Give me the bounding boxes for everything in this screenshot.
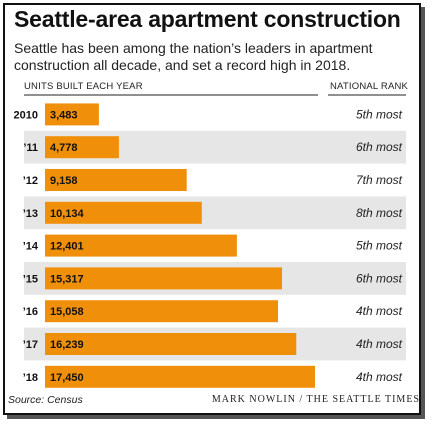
bar: [45, 365, 315, 388]
value-label: 15,317: [50, 273, 84, 285]
value-label: 4,778: [50, 142, 78, 154]
value-label: 3,483: [50, 109, 78, 121]
rank-column-header: NATIONAL RANK: [330, 81, 409, 92]
units-column-header: UNITS BUILT EACH YEAR: [24, 81, 143, 92]
year-label: ’12: [23, 175, 38, 187]
credit-line: MARK NOWLIN / THE SEATTLE TIMES: [211, 394, 420, 405]
rank-label: 5th most: [356, 107, 403, 121]
value-label: 15,058: [50, 306, 84, 318]
rank-label: 6th most: [356, 140, 403, 154]
rank-label: 8th most: [356, 206, 403, 220]
rank-label: 4th most: [356, 337, 403, 351]
value-label: 9,158: [50, 175, 78, 187]
bar: [45, 234, 237, 257]
chart-subtitle: Seattle has been among the nation’s lead…: [14, 40, 373, 73]
value-label: 10,134: [50, 208, 85, 220]
bar: [45, 267, 282, 290]
bar: [45, 333, 297, 355]
rank-label: 5th most: [356, 239, 403, 253]
year-label: ’16: [23, 306, 38, 318]
chart-title: Seattle-area apartment construction: [14, 6, 401, 32]
rank-label: 4th most: [356, 370, 403, 384]
year-label: ’18: [23, 372, 38, 384]
year-label: 2010: [14, 109, 38, 121]
year-label: ’13: [23, 208, 38, 220]
year-label: ’17: [23, 339, 38, 351]
bar: [45, 300, 278, 323]
year-label: ’15: [23, 273, 38, 285]
bar: [45, 136, 119, 159]
bar: [45, 201, 202, 224]
rank-label: 4th most: [356, 304, 403, 318]
rank-label: 7th most: [356, 173, 403, 187]
rank-label: 6th most: [356, 271, 403, 285]
year-label: ’14: [23, 241, 39, 253]
bar: [45, 103, 99, 126]
source-note: Source: Census: [8, 394, 83, 406]
bar: [45, 169, 187, 191]
value-label: 16,239: [50, 339, 84, 351]
year-label: ’11: [23, 142, 38, 154]
value-label: 12,401: [50, 241, 84, 253]
value-label: 17,450: [50, 372, 84, 384]
